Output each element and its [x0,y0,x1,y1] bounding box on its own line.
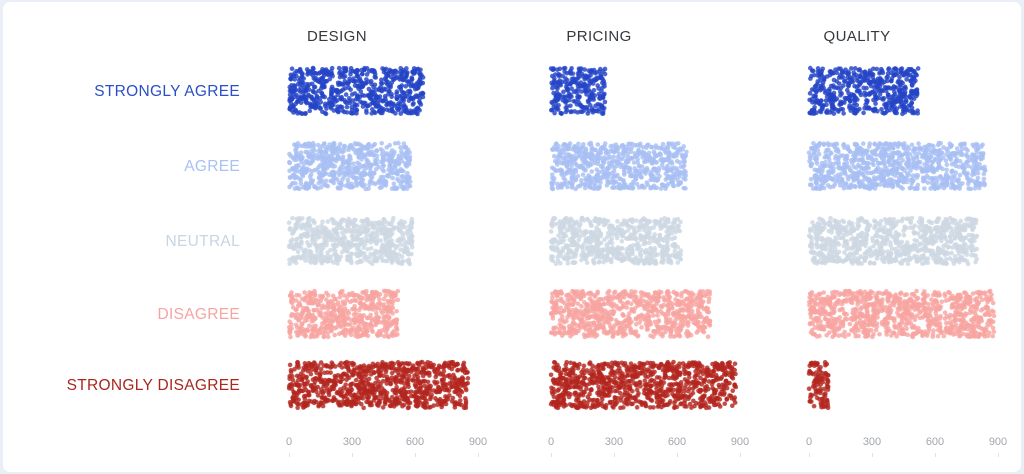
dot-cloud-pricing-disagree[interactable] [547,287,714,341]
x-axis-tick-mark [872,453,873,457]
x-axis-tick-label: 0 [805,436,813,448]
x-axis-tick-mark [551,453,552,457]
x-axis-tick-mark [614,453,615,457]
x-axis-tick-mark [289,453,290,457]
x-axis-tick-mark [740,453,741,457]
dot-cloud-quality-neutral[interactable] [805,214,981,268]
dot-cloud-design-agree[interactable] [285,139,415,193]
dot-cloud-quality-strongly-agree[interactable] [805,64,923,118]
x-axis-tick-label: 600 [405,436,425,448]
column-header-pricing: PRICING [566,28,632,45]
x-axis-tick-label: 900 [730,436,750,448]
column-header-design: DESIGN [307,28,367,45]
x-axis-tick-mark [415,453,416,457]
row-label-agree: AGREE [184,158,240,175]
dot-cloud-pricing-neutral[interactable] [547,214,686,268]
dot-cloud-design-strongly-disagree[interactable] [285,358,472,412]
row-label-disagree: DISAGREE [157,306,240,323]
dot-cloud-quality-agree[interactable] [805,139,990,193]
x-axis-tick-mark [352,453,353,457]
row-label-strongly-agree: STRONGLY AGREE [94,83,240,100]
row-label-strongly-disagree: STRONGLY DISAGREE [66,377,240,394]
dot-cloud-quality-disagree[interactable] [805,287,998,341]
dot-cloud-design-neutral[interactable] [285,214,416,268]
x-axis-tick-label: 0 [285,436,293,448]
x-axis-tick-label: 900 [468,436,488,448]
dot-cloud-quality-strongly-disagree[interactable] [805,358,832,412]
dot-cloud-pricing-strongly-agree[interactable] [547,64,609,118]
x-axis-tick-label: 0 [547,436,555,448]
x-axis-tick-mark [677,453,678,457]
x-axis-tick-label: 600 [925,436,945,448]
x-axis-tick-mark [478,453,479,457]
row-label-neutral: NEUTRAL [165,233,240,250]
x-axis-tick-label: 300 [342,436,362,448]
x-axis-tick-label: 300 [862,436,882,448]
x-axis-tick-label: 300 [604,436,624,448]
dot-cloud-pricing-strongly-disagree[interactable] [547,358,740,412]
dot-cloud-pricing-agree[interactable] [547,139,691,193]
chart-card: DESIGN PRICING QUALITY STRONGLY AGREE AG… [3,2,1021,472]
dot-cloud-design-disagree[interactable] [285,287,403,341]
x-axis-tick-label: 900 [988,436,1008,448]
x-axis-tick-mark [998,453,999,457]
column-header-quality: QUALITY [823,28,891,45]
dot-cloud-design-strongly-agree[interactable] [285,64,428,118]
x-axis-tick-mark [935,453,936,457]
x-axis-tick-label: 600 [667,436,687,448]
x-axis-tick-mark [809,453,810,457]
